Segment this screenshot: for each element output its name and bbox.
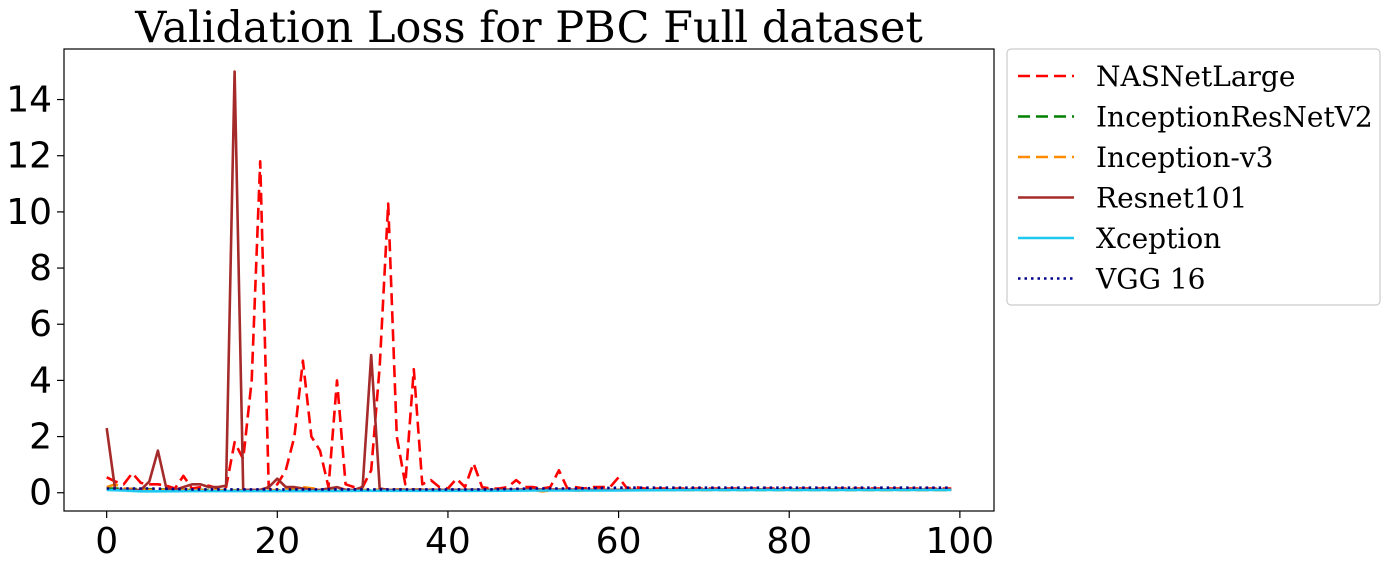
- y-tick-label: 12: [6, 136, 52, 177]
- y-tick-label: 6: [29, 304, 52, 345]
- y-axis: 0 2 4 6 8 10 12 14: [6, 80, 64, 514]
- x-tick-label: 20: [254, 521, 300, 562]
- y-tick-label: 2: [29, 417, 52, 458]
- x-tick-label: 60: [596, 521, 642, 562]
- series-line-resnet101: [105, 70, 952, 492]
- x-tick-label: 40: [425, 521, 471, 562]
- x-tick-label: 100: [926, 521, 995, 562]
- legend-label: InceptionResNetV2: [1096, 101, 1373, 134]
- chart-title: Validation Loss for PBC Full dataset: [134, 3, 922, 53]
- y-tick-label: 0: [29, 473, 52, 514]
- legend-label: NASNetLarge: [1096, 60, 1295, 93]
- y-tick-label: 8: [29, 248, 52, 289]
- legend: NASNetLarge InceptionResNetV2 Inception-v3…: [1006, 48, 1381, 306]
- x-tick-label: 0: [95, 521, 118, 562]
- y-tick-label: 14: [6, 80, 52, 121]
- legend-label: Xception: [1096, 222, 1221, 255]
- series-line-xception: [106, 488, 952, 493]
- legend-label: VGG 16: [1095, 263, 1205, 296]
- legend-label: Inception-v3: [1096, 141, 1273, 174]
- x-tick-label: 80: [766, 521, 812, 562]
- series-line-vgg-16: [106, 486, 952, 491]
- legend-label: Resnet101: [1096, 182, 1247, 215]
- series-line-nasnetlarge: [106, 160, 952, 492]
- plot-frame: [63, 48, 995, 512]
- y-tick-label: 10: [6, 192, 52, 233]
- x-axis: 0 20 40 60 80 100: [95, 511, 994, 562]
- series-layer: [105, 70, 952, 493]
- y-tick-label: 4: [29, 360, 52, 401]
- legend-box: [1006, 48, 1381, 306]
